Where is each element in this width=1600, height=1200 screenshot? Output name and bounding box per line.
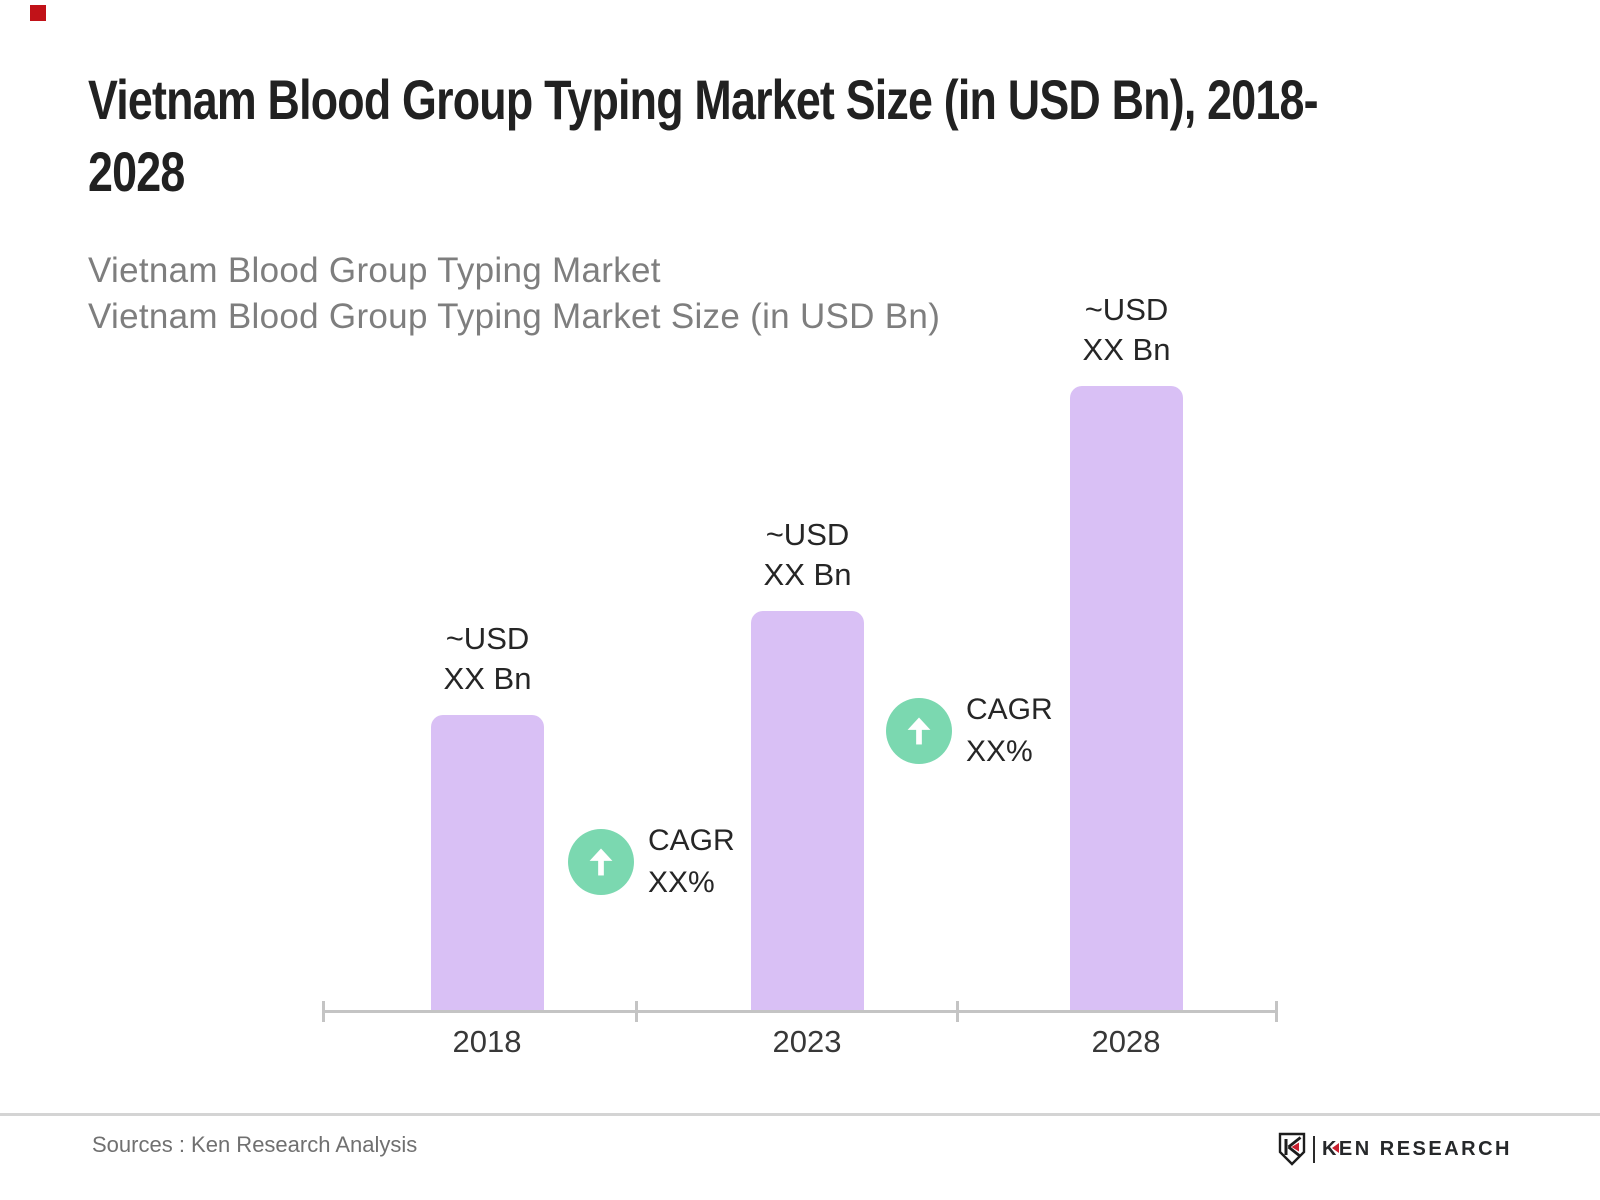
bar-value-label-2018-line1: ~USD: [445, 621, 530, 656]
page-title-line2: 2028: [88, 140, 185, 203]
x-axis-line: [322, 1010, 1278, 1013]
logo-wordmark-rest: EN RESEARCH: [1338, 1137, 1512, 1160]
up-arrow-glyph: [589, 848, 613, 876]
ken-research-logo: K EN RESEARCH: [1277, 1130, 1512, 1168]
x-axis-label-2018: 2018: [452, 1024, 522, 1059]
bar-value-label-2023-line1: ~USD: [765, 517, 850, 552]
sources-note: Sources : Ken Research Analysis: [92, 1132, 418, 1157]
x-axis-tick: [956, 1001, 959, 1022]
ken-research-shield-icon: [1278, 1132, 1306, 1166]
bar-value-label-2018: ~USD XX Bn: [444, 619, 532, 699]
bar-group-2023: ~USD XX Bn: [751, 515, 864, 1010]
logo-divider: [1312, 1135, 1315, 1163]
page-title: Vietnam Blood Group Typing Market Size (…: [88, 64, 1600, 208]
up-arrow-circle-icon: [568, 829, 634, 895]
logo-k-with-red-triangle: K: [1321, 1137, 1339, 1160]
cagr-label: CAGR XX%: [648, 820, 735, 904]
bar-value-label-2028: ~USD XX Bn: [1083, 290, 1171, 370]
x-axis-tick: [1275, 1001, 1278, 1022]
chart-subtitle: Vietnam Blood Group Typing Market Vietna…: [88, 248, 940, 340]
logo-wordmark: K EN RESEARCH: [1322, 1138, 1512, 1161]
bar-value-label-2023: ~USD XX Bn: [764, 515, 852, 595]
bar-2028: [1070, 386, 1183, 1010]
chart-subtitle-line1: Vietnam Blood Group Typing Market: [88, 251, 661, 290]
footer-divider: [0, 1113, 1600, 1116]
cagr-label: CAGR XX%: [966, 689, 1053, 773]
page-title-line1: Vietnam Blood Group Typing Market Size (…: [88, 68, 1319, 131]
bar-value-label-2023-line2: XX Bn: [763, 557, 852, 592]
cagr-label-line2: XX%: [966, 735, 1033, 768]
bar-2023: [751, 611, 864, 1010]
brand-accent-square: [30, 5, 46, 21]
cagr-annotation-2023-2028: CAGR XX%: [886, 689, 1053, 773]
cagr-annotation-2018-2023: CAGR XX%: [568, 820, 735, 904]
bar-2018: [431, 715, 544, 1010]
cagr-label-line1: CAGR: [966, 693, 1053, 726]
bar-group-2028: ~USD XX Bn: [1070, 290, 1183, 1010]
x-axis-label-2028: 2028: [1091, 1024, 1161, 1059]
cagr-label-line1: CAGR: [648, 824, 735, 857]
cagr-label-line2: XX%: [648, 866, 715, 899]
up-arrow-glyph: [907, 717, 931, 745]
x-axis-label-2023: 2023: [772, 1024, 842, 1059]
bar-value-label-2018-line2: XX Bn: [443, 661, 532, 696]
bar-group-2018: ~USD XX Bn: [431, 619, 544, 1010]
bar-value-label-2028-line1: ~USD: [1084, 292, 1169, 327]
chart-subtitle-line2: Vietnam Blood Group Typing Market Size (…: [88, 297, 941, 336]
x-axis-tick: [635, 1001, 638, 1022]
x-axis-tick: [322, 1001, 325, 1022]
bar-value-label-2028-line2: XX Bn: [1082, 332, 1171, 367]
up-arrow-circle-icon: [886, 698, 952, 764]
